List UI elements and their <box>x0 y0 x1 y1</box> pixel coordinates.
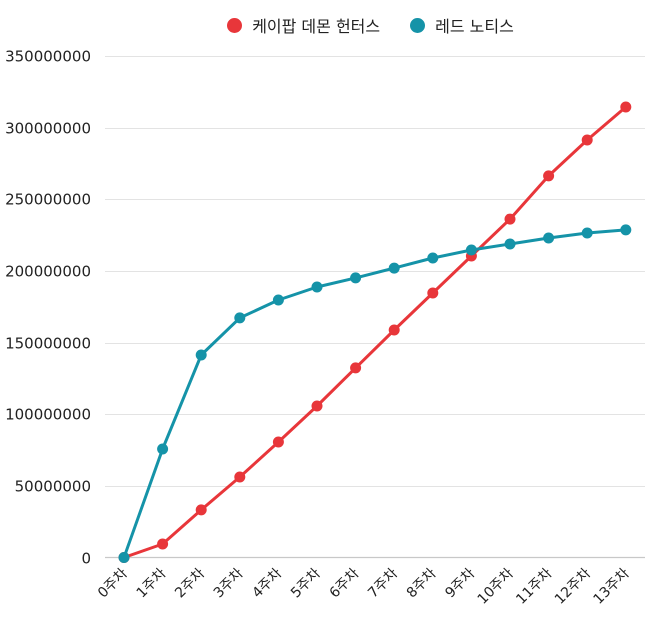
data-point-marker[interactable] <box>620 224 632 236</box>
x-tick-label: 10주차 <box>475 565 517 607</box>
data-point-marker[interactable] <box>504 238 516 250</box>
series-line <box>122 228 628 559</box>
x-tick-label: 1주차 <box>134 565 170 601</box>
data-point-marker[interactable] <box>157 443 169 455</box>
x-tick-label: 3주차 <box>211 565 247 601</box>
x-tick-label: 0주차 <box>95 565 131 601</box>
y-tick-label: 200000000 <box>5 263 91 281</box>
data-point-marker[interactable] <box>427 252 439 264</box>
legend-swatch-red-circle-icon <box>227 17 243 33</box>
data-point-marker[interactable] <box>388 262 400 274</box>
y-axis: 0 50000000 100000000 150000000 200000000 2500… <box>5 48 91 568</box>
y-tick-label: 50000000 <box>15 478 91 496</box>
data-point-marker[interactable] <box>272 294 284 306</box>
series-line <box>122 105 628 559</box>
x-tick-label: 5주차 <box>288 565 324 601</box>
data-point-marker[interactable] <box>157 538 169 550</box>
y-tick-label: 350000000 <box>5 48 91 66</box>
x-tick-label: 11주차 <box>513 565 555 607</box>
y-tick-label: 150000000 <box>5 335 91 353</box>
y-tick-label: 300000000 <box>5 120 91 138</box>
y-tick-label: 250000000 <box>5 191 91 209</box>
series-1 <box>118 224 632 563</box>
legend-label: 케이팝 데몬 헌터스 <box>252 17 381 36</box>
data-point-marker[interactable] <box>195 504 207 516</box>
x-axis: 0주차 1주차 2주차 3주차 4주차 5주차 6주차 7주차 8주차 9주차10주차11주차12… <box>95 556 645 608</box>
y-tick-label: 0 <box>81 550 91 568</box>
data-point-marker[interactable] <box>234 312 246 324</box>
data-point-marker[interactable] <box>581 227 593 239</box>
data-point-marker[interactable] <box>504 213 516 225</box>
x-tick-label: 7주차 <box>365 565 401 601</box>
data-point-marker[interactable] <box>118 552 130 563</box>
data-point-marker[interactable] <box>543 232 555 244</box>
data-point-marker[interactable] <box>195 349 207 361</box>
data-point-marker[interactable] <box>311 281 323 293</box>
y-tick-label: 100000000 <box>5 406 91 424</box>
data-point-marker[interactable] <box>311 400 323 412</box>
data-point-marker[interactable] <box>350 272 362 284</box>
data-point-marker[interactable] <box>620 101 632 113</box>
data-point-marker[interactable] <box>350 362 362 374</box>
x-tick-label: 12주차 <box>552 565 594 607</box>
data-point-marker[interactable] <box>543 170 555 182</box>
x-tick-label: 13주차 <box>591 565 633 607</box>
data-point-marker[interactable] <box>581 134 593 146</box>
x-tick-label: 2주차 <box>172 565 208 601</box>
legend-item-kpop-demon-hunters[interactable]: 케이팝 데몬 헌터스 <box>227 13 380 37</box>
series-lines <box>118 101 632 563</box>
chart-legend: 케이팝 데몬 헌터스 레드 노티스 <box>0 12 671 38</box>
legend-label: 레드 노티스 <box>435 17 514 36</box>
data-point-marker[interactable] <box>272 436 284 448</box>
x-tick-label: 4주차 <box>249 565 285 601</box>
data-point-marker[interactable] <box>427 287 439 299</box>
data-point-marker[interactable] <box>234 471 246 483</box>
series-0 <box>118 101 632 563</box>
data-point-marker[interactable] <box>465 244 477 256</box>
x-tick-label: 9주차 <box>442 565 478 601</box>
legend-item-red-notice[interactable]: 레드 노티스 <box>410 13 514 37</box>
data-point-marker[interactable] <box>388 324 400 336</box>
legend-swatch-teal-circle-icon <box>410 17 426 33</box>
x-tick-label: 8주차 <box>404 565 440 601</box>
x-tick-label: 6주차 <box>327 565 363 601</box>
